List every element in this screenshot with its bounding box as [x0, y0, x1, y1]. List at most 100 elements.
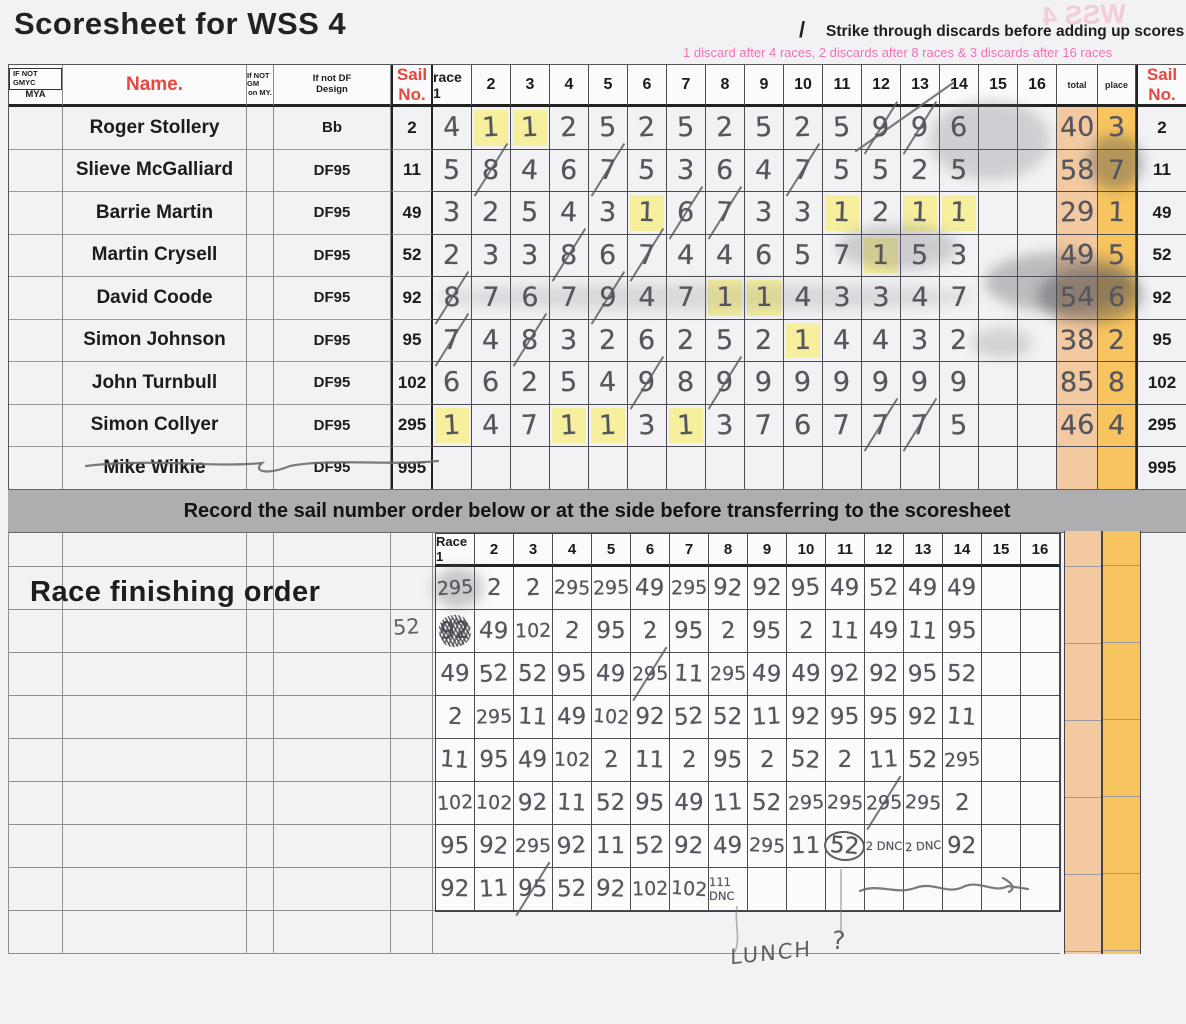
race-score-cell — [979, 404, 1018, 447]
finishing-race-number: 4 — [567, 540, 577, 558]
total-score-cell: 85 — [1057, 362, 1098, 405]
onmy-cell — [247, 149, 274, 192]
finishing-order-cell: 92 — [631, 696, 670, 739]
finishing-sail-number: 11 — [791, 832, 821, 860]
race-number-label: 15 — [989, 75, 1007, 93]
race-score: 2 — [755, 324, 773, 356]
race-score-cell — [1018, 447, 1057, 490]
finishing-order-cell: 52 — [475, 653, 514, 696]
race-score: 4 — [911, 282, 929, 314]
race-score: 6 — [521, 282, 539, 314]
finishing-order-cell: 92 — [943, 825, 982, 868]
sail-number-right-cell: 995 — [1136, 447, 1186, 490]
onmy-cell — [247, 447, 274, 490]
header-mya-cell: IF NOT GMYC MYA — [9, 65, 63, 107]
race-header-cell: 11 — [823, 65, 862, 107]
finishing-sail-number: 11 — [712, 789, 744, 817]
finishing-order-cell — [865, 868, 904, 911]
finishing-order-cell: 102 — [514, 610, 553, 653]
race-score: 5 — [949, 409, 969, 442]
competitor-name-cell: Roger Stollery — [63, 107, 247, 150]
onmy-cell — [247, 319, 274, 362]
race-score: 7 — [443, 324, 461, 356]
finishing-sail-number: 52 — [752, 789, 782, 817]
place-cell: 4 — [1098, 404, 1136, 447]
race-header-cell: race 1 — [433, 65, 472, 107]
race-score-cell: 3 — [589, 192, 628, 235]
race-number-label: 11 — [833, 75, 851, 93]
race-score: 2 — [871, 196, 891, 229]
scoresheet-table: IF NOT GMYC MYA Name. If NOT GM on MY. If not… — [8, 64, 1186, 491]
place-cell: 2 — [1098, 319, 1136, 362]
finishing-sail-number: 102 — [592, 704, 630, 730]
place-cell: 5 — [1098, 234, 1136, 277]
race-score-cell — [979, 107, 1018, 150]
finishing-sail-number: 2 — [759, 746, 775, 774]
race-score: 9 — [754, 366, 774, 399]
race-score: 2 — [559, 111, 579, 144]
finishing-sail-number: 295 — [553, 576, 591, 600]
place-value: 2 — [1107, 324, 1126, 357]
if-not-gmyc-label: IF NOT GMYC — [9, 68, 62, 90]
design-header-group: If not DF Design — [313, 73, 352, 96]
race-score: 4 — [833, 324, 851, 356]
onmy-cell — [247, 234, 274, 277]
place-value: 8 — [1107, 367, 1126, 399]
race-score: 3 — [911, 324, 929, 356]
race-score-cell — [745, 447, 784, 490]
race-score: 7 — [871, 409, 891, 442]
race-score: 5 — [832, 111, 852, 144]
race-score-cell: 7 — [550, 277, 589, 320]
design-cell: DF95 — [274, 149, 391, 192]
total-score-cell — [1057, 447, 1098, 490]
finishing-order-cell: 52 — [943, 653, 982, 696]
onmy-cell — [247, 107, 274, 150]
finishing-sail-number: 111 DNC — [709, 875, 735, 903]
finishing-sail-number: 295 — [787, 791, 825, 815]
race-score-cell — [1018, 107, 1057, 150]
race-number-label: 9 — [759, 75, 769, 93]
race-score-cell: 3 — [784, 192, 823, 235]
race-score-cell: 7 — [628, 234, 667, 277]
correction-note: 52 — [392, 614, 421, 640]
finishing-order-cell: 49 — [553, 696, 592, 739]
design-value: DF95 — [313, 374, 351, 392]
sail-number-cell: 11 — [391, 149, 433, 192]
race-score-cell: 1 — [433, 404, 472, 447]
race-score: 9 — [793, 366, 813, 399]
race-score: 2 — [910, 154, 930, 187]
finishing-race-header-cell: 9 — [748, 534, 787, 567]
sail-label: Sail — [396, 64, 428, 84]
grid-vline — [432, 531, 433, 954]
finishing-order-cell: 49 — [748, 653, 787, 696]
race-score-cell: 5 — [433, 149, 472, 192]
race-number-label: 16 — [1028, 75, 1046, 93]
finishing-sail-number: 2 — [837, 747, 853, 773]
finishing-order-cell: 95 — [670, 610, 709, 653]
total-score-cell: 54 — [1057, 277, 1098, 320]
finishing-sail-number: 95 — [556, 660, 588, 688]
race-score-cell: 7 — [706, 192, 745, 235]
total-score: 58 — [1059, 154, 1095, 187]
race-number-label: 2 — [486, 75, 496, 93]
onmy-cell — [247, 404, 274, 447]
race-score-cell: 1 — [745, 277, 784, 320]
finishing-order-cell: 49 — [826, 567, 865, 610]
finishing-order-cell: 295 — [748, 825, 787, 868]
finishing-race-number: 9 — [762, 540, 772, 558]
race-score-cell: 9 — [706, 362, 745, 405]
finishing-sail-number: 11 — [907, 617, 939, 645]
race-header-cell: 15 — [979, 65, 1018, 107]
race-score-cell: 3 — [628, 404, 667, 447]
sail-no-label: No. — [398, 84, 426, 104]
sail-number-right: 52 — [1152, 245, 1172, 265]
finishing-order-cell — [1021, 825, 1060, 868]
competitor-name: Simon Johnson — [83, 329, 226, 351]
finishing-sail-number: 295 — [436, 575, 474, 601]
finishing-order-cell: 295 — [553, 567, 592, 610]
finishing-order-cell: 11 — [631, 739, 670, 782]
race-number-label: 13 — [911, 75, 929, 93]
finishing-order-cell — [1021, 739, 1060, 782]
race-score: 5 — [871, 154, 891, 187]
